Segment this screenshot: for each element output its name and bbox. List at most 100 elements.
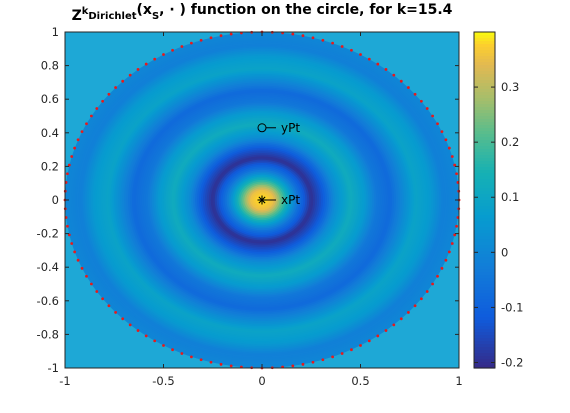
boundary-point — [399, 317, 403, 321]
colorbar-strip — [474, 113, 495, 117]
boundary-point — [121, 317, 125, 321]
boundary-point — [85, 122, 88, 126]
y-tick-label: -0.6 — [37, 294, 59, 308]
boundary-point — [162, 344, 165, 347]
colorbar-strip — [474, 278, 495, 282]
title-part-3: (x — [137, 2, 152, 18]
boundary-point — [114, 86, 118, 89]
colorbar-strip — [474, 110, 495, 114]
colorbar-strip — [474, 59, 495, 63]
x-tick-label: 0.5 — [351, 374, 369, 388]
boundary-point — [376, 334, 380, 338]
colorbar-strip — [474, 341, 495, 345]
colorbar-strip — [474, 86, 495, 90]
colorbar-strip — [474, 173, 495, 177]
boundary-point — [291, 32, 295, 36]
colorbar-strip — [474, 125, 495, 129]
boundary-point — [447, 250, 451, 254]
y-tick-label: 0.4 — [41, 126, 59, 140]
boundary-point — [453, 163, 457, 167]
boundary-point — [413, 304, 417, 308]
boundary-point — [425, 107, 429, 110]
boundary-point — [384, 329, 388, 332]
colorbar-strip — [474, 224, 495, 228]
colorbar-strip — [474, 80, 495, 84]
boundary-point — [209, 360, 213, 364]
boundary-point — [219, 362, 223, 366]
boundary-point — [321, 38, 325, 42]
colorbar-strip — [474, 215, 495, 219]
boundary-point — [171, 348, 174, 352]
colorbar-strip — [474, 200, 495, 204]
boundary-point — [436, 274, 439, 278]
boundary-point — [70, 242, 74, 245]
colorbar-strip — [474, 257, 495, 261]
boundary-point — [321, 358, 325, 362]
colorbar-strip — [474, 299, 495, 303]
colorbar-strip — [474, 323, 495, 327]
boundary-point — [101, 99, 105, 103]
x-tick-label: 1 — [455, 374, 462, 388]
boundary-point — [331, 355, 334, 359]
colorbar-strip — [474, 35, 495, 39]
colorbar-strip — [474, 89, 495, 93]
boundary-point — [444, 258, 448, 262]
colorbar-tick-label: 0.1 — [501, 190, 519, 204]
title-part-2: Dirichlet — [88, 11, 136, 22]
colorbar-tick-label: 0.3 — [501, 80, 519, 94]
boundary-point — [73, 250, 77, 254]
boundary-point — [67, 163, 71, 167]
colorbar-strip — [474, 218, 495, 222]
colorbar-tick-label: 0.2 — [501, 135, 519, 149]
boundary-point — [180, 45, 184, 48]
boundary-point — [199, 38, 203, 42]
colorbar-strip — [474, 92, 495, 96]
colorbar-strip — [474, 206, 495, 210]
boundary-point — [128, 323, 132, 327]
colorbar-strip — [474, 53, 495, 57]
colorbar-strip — [474, 95, 495, 99]
boundary-point — [431, 282, 435, 286]
boundary-point — [89, 114, 93, 118]
colorbar-strip — [474, 77, 495, 81]
boundary-point — [101, 297, 105, 301]
colorbar-strip — [474, 191, 495, 195]
boundary-point — [180, 352, 184, 355]
boundary-point — [301, 362, 305, 366]
boundary-point — [340, 45, 344, 48]
colorbar-strip — [474, 260, 495, 264]
colorbar-strip — [474, 50, 495, 54]
boundary-point — [89, 282, 93, 286]
title-part-0: Z — [72, 8, 82, 24]
colorbar-strip — [474, 314, 495, 318]
boundary-point — [384, 68, 388, 71]
colorbar-strip — [474, 293, 495, 297]
boundary-point — [95, 290, 99, 293]
colorbar-strip — [474, 305, 495, 309]
y-tick-label: 1 — [52, 25, 59, 39]
x-tick-label: -0.5 — [152, 374, 174, 388]
colorbar-strip — [474, 149, 495, 153]
colorbar-strip — [474, 230, 495, 234]
boundary-point — [367, 339, 371, 343]
boundary-point — [440, 266, 444, 270]
colorbar-strip — [474, 116, 495, 120]
colorbar-strip — [474, 272, 495, 276]
boundary-point — [144, 334, 148, 338]
x-tick-label: -1 — [59, 374, 70, 388]
colorbar-strip — [474, 326, 495, 330]
boundary-point — [350, 348, 353, 352]
colorbar-strip — [474, 47, 495, 51]
boundary-point — [76, 258, 80, 262]
y-axis: -1 -0.8 -0.6 -0.4 -0.2 0 0.2 0.4 0.6 0.8 1 — [37, 25, 459, 375]
colorbar-strip — [474, 311, 495, 315]
xPt-marker — [257, 195, 267, 205]
colorbar-strip — [474, 38, 495, 42]
colorbar-strip — [474, 185, 495, 189]
colorbar-strip — [474, 332, 495, 336]
boundary-point — [392, 323, 396, 327]
title-part-1: k — [82, 6, 89, 17]
colorbar-strip — [474, 209, 495, 213]
colorbar-strip — [474, 362, 495, 366]
y-tick-label: 0.2 — [41, 159, 59, 173]
